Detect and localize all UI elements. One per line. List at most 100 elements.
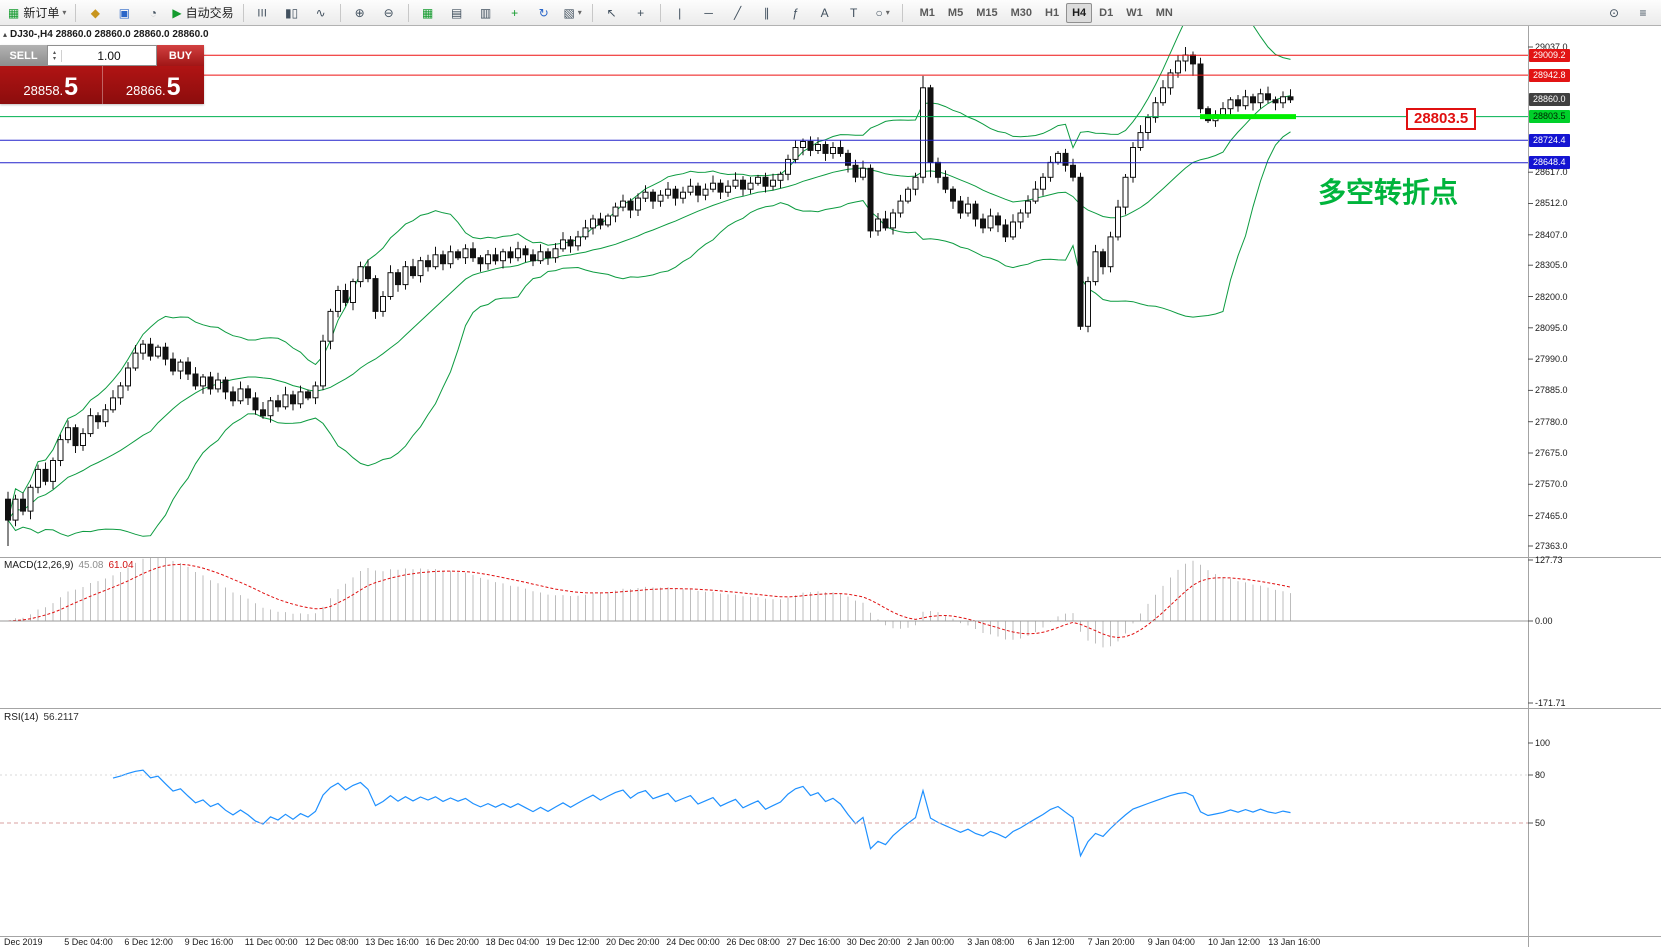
- price-axis-label: 27990.0: [1535, 354, 1568, 365]
- price-tag-28648.4: 28648.4: [1529, 156, 1570, 170]
- line-chart-button[interactable]: ∿: [307, 2, 335, 24]
- time-axis-label: 10 Jan 12:00: [1208, 937, 1261, 947]
- autotrade-button[interactable]: ▶ 自动交易: [168, 2, 237, 24]
- vertical-line-tool-button[interactable]: |: [666, 2, 694, 24]
- rsi-value: 56.2117: [43, 712, 79, 723]
- price-axis[interactable]: 29037.0 28617.0 28512.0 28407.0 28305.0 28200…: [1529, 26, 1661, 947]
- tile-windows-button[interactable]: ▦: [414, 2, 442, 24]
- price-tag-28724.4: 28724.4: [1529, 133, 1570, 147]
- new-order-button[interactable]: ▦ 新订单 ▾: [4, 2, 70, 24]
- time-axis-label: 13 Dec 16:00: [365, 937, 419, 947]
- timeframe-mn-button[interactable]: MN: [1155, 6, 1173, 19]
- search-button[interactable]: ⊙: [1600, 2, 1628, 24]
- collapse-triangle-icon[interactable]: ▴: [3, 30, 8, 39]
- zoom-out-button[interactable]: ⊖: [375, 2, 403, 24]
- timeframe-m5-button[interactable]: M5: [947, 6, 964, 19]
- sell-price-pips: 5: [64, 73, 79, 101]
- trendline-tool-button[interactable]: ╱: [724, 2, 752, 24]
- magnifier-icon: ⊙: [1608, 5, 1620, 20]
- price-tag-28803.5: 28803.5: [1529, 110, 1570, 124]
- symbol-ohlc-header: ▴ DJ30-,H4 28860.0 28860.0 28860.0 28860.…: [3, 29, 209, 40]
- channel-tool-button[interactable]: ∥: [753, 2, 781, 24]
- zoom-in-button[interactable]: ⊕: [346, 2, 374, 24]
- price-axis-label: 27465.0: [1535, 510, 1568, 521]
- price-tag-28942.8: 28942.8: [1529, 68, 1570, 82]
- crosshair-tool-button[interactable]: +: [627, 2, 655, 24]
- cascade-windows-button[interactable]: ▤: [443, 2, 471, 24]
- toolbar-separator: [901, 3, 903, 22]
- time-axis-label: 20 Dec 20:00: [606, 937, 660, 947]
- trendline-icon: ╱: [734, 5, 742, 20]
- bar-chart-icon: |||: [257, 7, 268, 17]
- zoom-out-icon: ⊖: [383, 5, 394, 20]
- macd-name: MACD(12,26,9): [4, 560, 74, 571]
- horizontal-line-tool-button[interactable]: ─: [695, 2, 723, 24]
- arrange-windows-button[interactable]: ▥: [472, 2, 500, 24]
- price-axis-label: 27885.0: [1535, 385, 1568, 396]
- spin-up-icon: ▴: [52, 49, 56, 56]
- timeframe-m1-button[interactable]: M1: [919, 6, 935, 19]
- candlestick-chart-button[interactable]: ▮▯: [278, 2, 306, 24]
- price-axis-label: 28407.0: [1535, 229, 1568, 240]
- timeframe-h4-button[interactable]: H4: [1066, 2, 1093, 23]
- layouts-button[interactable]: ▣: [110, 2, 138, 24]
- price-axis-label: 28617.0: [1535, 167, 1568, 178]
- macd-scale-label: -171.71: [1535, 697, 1566, 708]
- chevron-down-icon: ▾: [577, 8, 582, 17]
- price-axis-label: 28512.0: [1535, 198, 1568, 209]
- zoom-in-icon: ⊕: [354, 5, 365, 20]
- crosshair-icon: +: [637, 5, 645, 20]
- buy-price[interactable]: 28866. 5: [103, 66, 205, 104]
- history-button[interactable]: ◔: [139, 2, 167, 24]
- sell-button[interactable]: SELL: [0, 45, 47, 66]
- shapes-tool-button[interactable]: ○ ▾: [869, 2, 897, 24]
- time-axis-label: 27 Dec 16:00: [786, 937, 841, 947]
- price-axis-label: 27780.0: [1535, 416, 1568, 427]
- buy-button[interactable]: BUY: [157, 45, 204, 66]
- time-axis[interactable]: Dec 2019 5 Dec 04:00 6 Dec 12:00 9 Dec 16:0…: [0, 937, 1528, 947]
- time-axis-label: Dec 2019: [4, 937, 43, 947]
- timeframe-d1-button[interactable]: D1: [1099, 6, 1114, 19]
- text-tool-button[interactable]: A: [811, 2, 839, 24]
- volume-value: 1.00: [97, 48, 121, 63]
- timeframe-h1-button[interactable]: H1: [1045, 6, 1060, 19]
- menu-button[interactable]: ≡: [1629, 2, 1657, 24]
- toolbar-separator: [591, 3, 593, 22]
- toolbar-separator: [75, 3, 77, 22]
- cursor-tool-button[interactable]: ↖: [598, 2, 626, 24]
- time-axis-label: 3 Jan 08:00: [967, 937, 1015, 947]
- macd-value: 45.08: [78, 560, 104, 571]
- add-indicator-icon: +: [511, 5, 519, 20]
- timeframe-m15-button[interactable]: M15: [976, 6, 998, 19]
- timeframe-w1-button[interactable]: W1: [1126, 6, 1143, 19]
- price-axis-label: 27675.0: [1535, 447, 1568, 458]
- chevron-down-icon: ▾: [62, 8, 67, 17]
- deposit-button[interactable]: ◆: [81, 2, 109, 24]
- rsi-name: RSI(14): [4, 712, 39, 723]
- autotrade-label: 自动交易: [185, 6, 234, 20]
- time-axis-label: 13 Jan 16:00: [1268, 937, 1321, 947]
- play-icon: ▶: [172, 5, 182, 20]
- add-indicator-button[interactable]: +: [501, 2, 529, 24]
- sell-price[interactable]: 28858. 5: [0, 66, 103, 104]
- cycles-button[interactable]: ↻: [530, 2, 558, 24]
- timeframe-m30-button[interactable]: M30: [1010, 6, 1032, 19]
- volume-stepper[interactable]: ▴ ▾: [48, 49, 62, 62]
- time-axis-label: 30 Dec 20:00: [846, 937, 901, 947]
- bar-chart-button[interactable]: |||: [249, 2, 277, 24]
- channel-icon: ∥: [763, 5, 770, 20]
- label-tool-button[interactable]: T: [840, 2, 868, 24]
- volume-field[interactable]: ▴ ▾ 1.00: [47, 45, 157, 66]
- price-level-label[interactable]: 28803.5: [1406, 108, 1477, 130]
- fibonacci-tool-button[interactable]: ƒ: [782, 2, 810, 24]
- timeframe-group: M1 M5 M15 M30 H1 H4 D1 W1 MN: [914, 2, 1179, 23]
- windows-icon: ▣: [118, 5, 131, 20]
- time-axis-label: 26 Dec 08:00: [726, 937, 780, 947]
- price-axis-label: 28095.0: [1535, 322, 1568, 333]
- template-button[interactable]: ▧ ▾: [559, 2, 587, 24]
- arrange-windows-icon: ▥: [479, 5, 492, 20]
- coin-icon: ◆: [90, 5, 100, 20]
- time-axis-label: 2 Jan 00:00: [907, 937, 955, 947]
- time-axis-label: 18 Dec 04:00: [485, 937, 540, 947]
